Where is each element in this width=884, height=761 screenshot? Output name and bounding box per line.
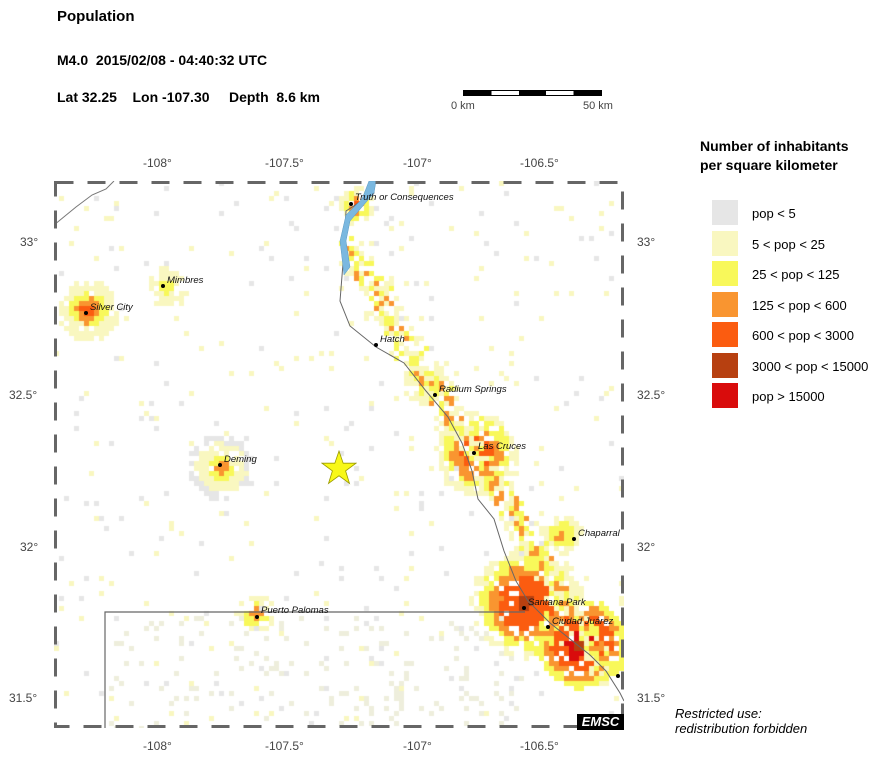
usage-note-line1: Restricted use: <box>675 706 762 721</box>
usage-note-line2: redistribution forbidden <box>675 721 808 736</box>
scale-right-label: 50 km <box>583 100 613 112</box>
city-marker <box>161 284 165 288</box>
legend-swatch <box>712 200 738 225</box>
lon-tick-bottom: -106.5° <box>520 739 559 753</box>
legend-label: 125 < pop < 600 <box>752 297 847 313</box>
map-title: Population <box>57 8 135 25</box>
legend-swatch <box>712 322 738 347</box>
legend-swatch <box>712 230 738 256</box>
lat-tick-right: 32° <box>637 540 656 554</box>
city-label-truth-or-consequences: Truth or Consequences <box>355 192 454 203</box>
legend-label: 25 < pop < 125 <box>752 267 840 282</box>
reservoir <box>339 181 377 276</box>
city-marker <box>522 606 526 610</box>
city-label-ciudad-juarez: Ciudad Juárez <box>552 616 614 627</box>
legend-title-line2: per square kilometer <box>700 157 838 173</box>
legend-title: Number of inhabitants per square kilomet… <box>700 137 849 175</box>
lon-tick-bottom: -107° <box>403 739 432 753</box>
rio-grande-river <box>339 181 624 702</box>
legend-label: 3000 < pop < 15000 <box>752 358 869 374</box>
city-marker <box>572 537 576 541</box>
international-border <box>104 611 525 728</box>
city-marker <box>433 393 437 397</box>
lat-tick-left: 33° <box>20 235 39 249</box>
lat-tick-right: 32.5° <box>637 388 666 402</box>
lon-tick-bottom: -108° <box>143 739 172 753</box>
lon-tick-bottom: -107.5° <box>265 739 304 753</box>
lat-tick-left: 31.5° <box>9 691 38 705</box>
scale-bar: 0 km 50 km <box>451 88 615 118</box>
legend-label: 600 < pop < 3000 <box>752 328 854 343</box>
scale-bar-graphic <box>463 90 602 96</box>
lat-tick-left: 32° <box>20 540 39 554</box>
city-marker <box>349 202 353 206</box>
city-marker <box>84 311 88 315</box>
scale-left-label: 0 km <box>451 100 475 112</box>
emsc-badge: EMSC <box>577 714 624 730</box>
city-label-las-cruces: Las Cruces <box>478 441 527 452</box>
legend-label: pop < 5 <box>752 206 796 221</box>
legend-swatch <box>712 352 738 378</box>
lat-tick-right: 33° <box>637 235 656 249</box>
city-marker <box>616 674 620 678</box>
city-label-puerto-palomas: Puerto Palomas <box>261 605 329 616</box>
city-marker <box>255 615 259 619</box>
city-marker <box>546 625 550 629</box>
city-label-deming: Deming <box>224 454 257 465</box>
city-marker <box>472 451 476 455</box>
city-label-chaparral: Chaparral <box>578 528 620 539</box>
city-marker <box>218 463 222 467</box>
city-marker <box>374 343 378 347</box>
city-label-silver-city: Silver City <box>90 302 133 313</box>
map-overlay <box>54 181 624 728</box>
state-border <box>54 181 115 226</box>
legend-title-line1: Number of inhabitants <box>700 138 849 154</box>
city-label-radium-springs: Radium Springs <box>439 384 507 395</box>
location-info: Lat 32.25 Lon -107.30 Depth 8.6 km <box>57 89 320 105</box>
map-frame <box>54 181 624 728</box>
lon-tick-top: -108° <box>143 156 172 170</box>
legend-label: pop > 15000 <box>752 389 825 404</box>
lon-tick-top: -107.5° <box>265 156 304 170</box>
lon-tick-top: -107° <box>403 156 432 170</box>
legend-label: 5 < pop < 25 <box>752 236 826 252</box>
usage-note: Restricted use: redistribution forbidden <box>675 706 807 736</box>
legend-swatch <box>712 383 738 408</box>
city-label-santana-park: Santana Park <box>528 597 586 608</box>
star-icon <box>321 450 357 485</box>
lon-tick-top: -106.5° <box>520 156 559 170</box>
legend-swatch <box>712 261 738 286</box>
legend-swatch <box>712 291 738 317</box>
city-label-hatch: Hatch <box>380 334 405 345</box>
city-label-mimbres: Mimbres <box>167 275 204 286</box>
lat-tick-right: 31.5° <box>637 691 666 705</box>
lat-tick-left: 32.5° <box>9 388 38 402</box>
event-info: M4.0 2015/02/08 - 04:40:32 UTC <box>57 52 268 68</box>
